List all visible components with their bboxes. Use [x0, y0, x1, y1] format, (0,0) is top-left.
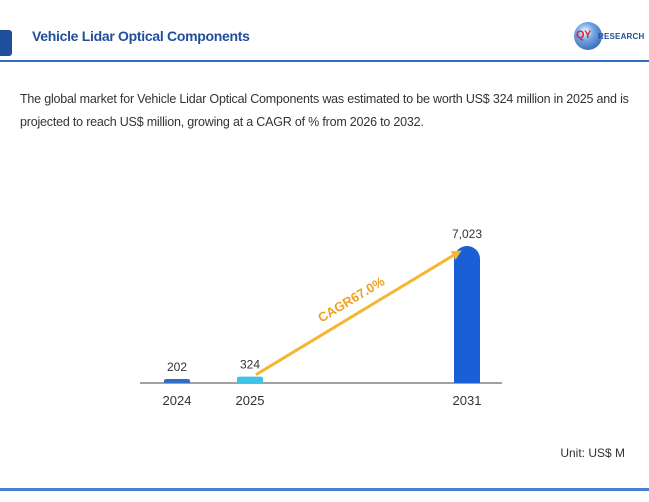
bar-2025 [237, 376, 263, 383]
page-title: Vehicle Lidar Optical Components [32, 28, 250, 44]
value-label-2031: 7,023 [452, 227, 482, 241]
category-label-2025: 2025 [236, 393, 265, 408]
footer-divider [0, 488, 649, 491]
header: Vehicle Lidar Optical Components QY RESE… [0, 0, 649, 70]
header-divider [0, 60, 649, 62]
logo-letters: QY [576, 29, 591, 41]
category-label-2024: 2024 [163, 393, 192, 408]
logo-globe-icon [574, 22, 602, 50]
logo-word: RESEARCH [598, 32, 645, 41]
header-accent-bar [0, 30, 12, 56]
bar-2031 [454, 246, 480, 383]
value-label-2024: 202 [167, 360, 187, 374]
market-description: The global market for Vehicle Lidar Opti… [20, 92, 629, 129]
value-label-2025: 324 [240, 358, 260, 372]
bar-2024 [164, 379, 190, 383]
unit-label: Unit: US$ M [560, 446, 625, 460]
category-label-2031: 2031 [453, 393, 482, 408]
cagr-arrow [255, 250, 462, 376]
qyresearch-logo: QY RESEARCH [574, 20, 644, 52]
